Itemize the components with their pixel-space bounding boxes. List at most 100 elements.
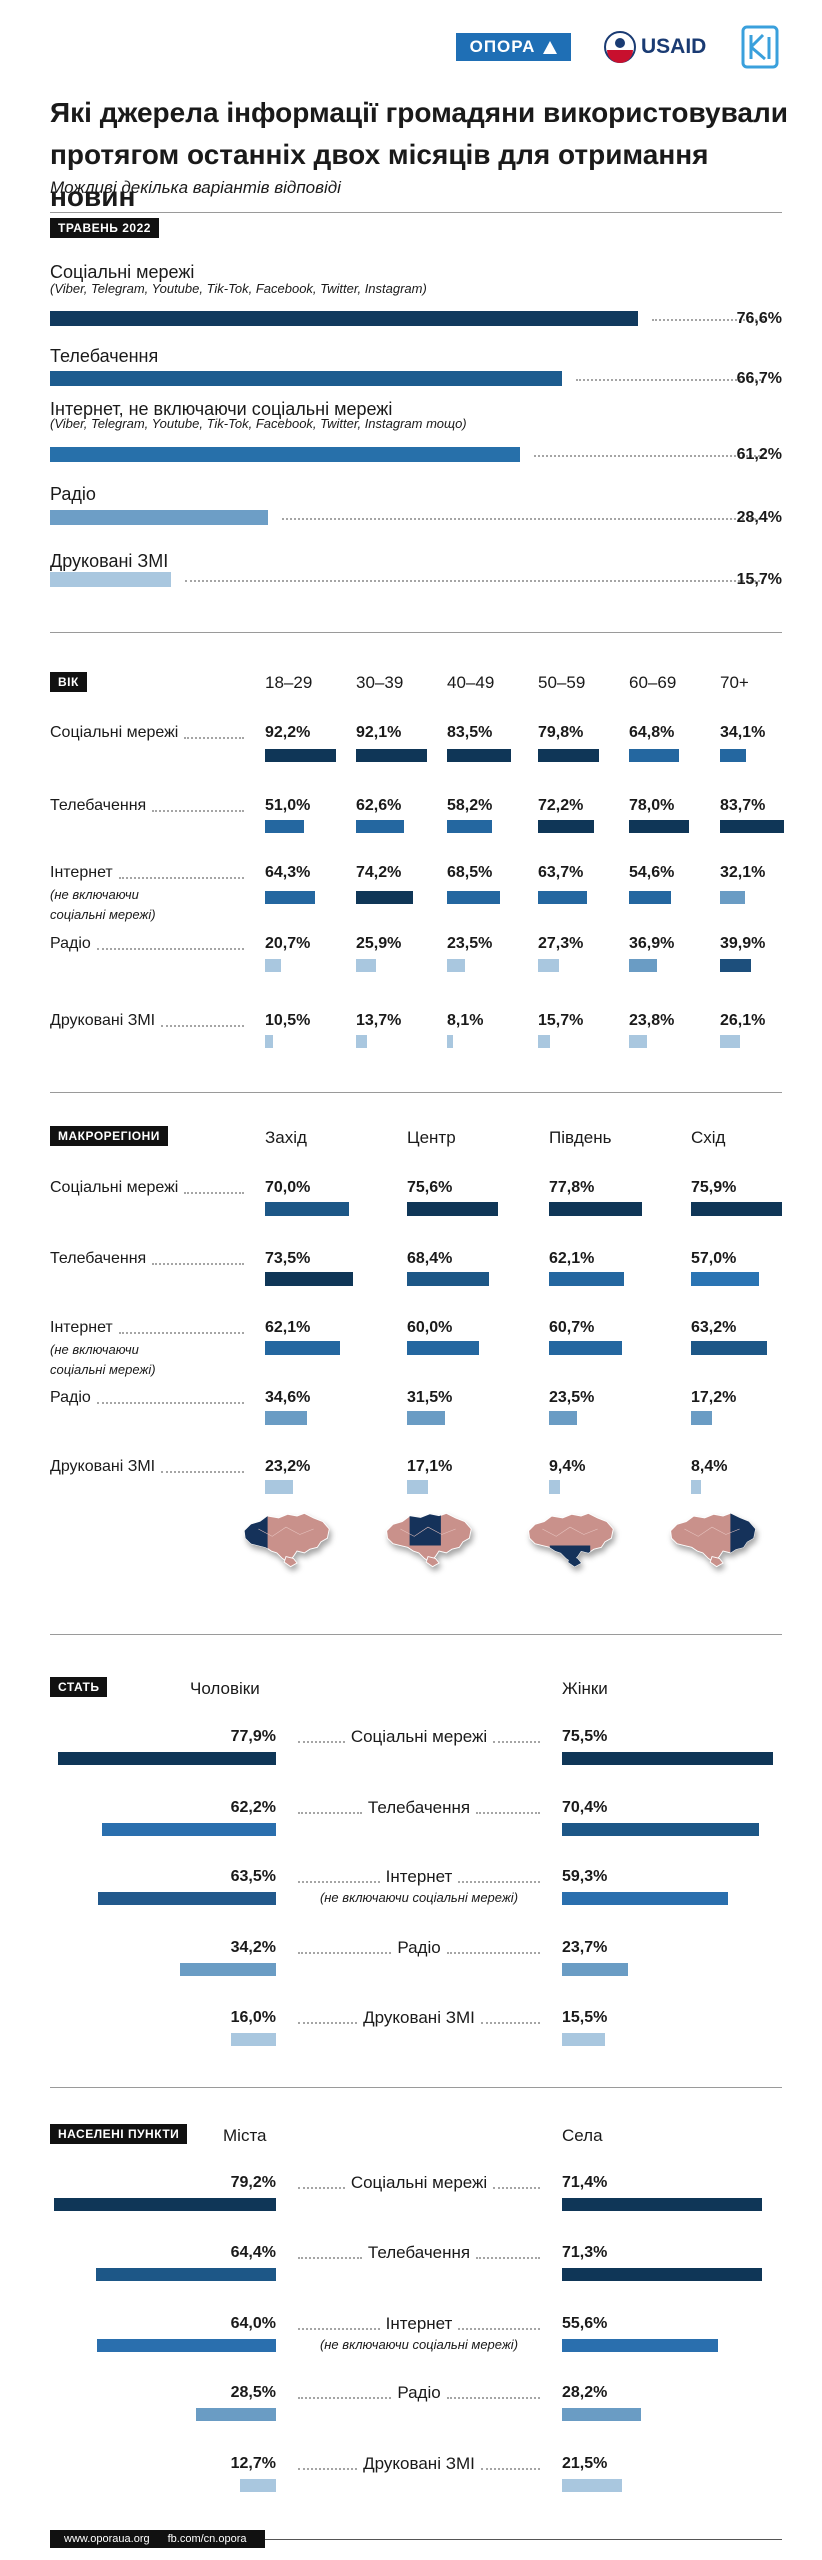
value-label: 21,5%	[562, 2455, 608, 2472]
category-label: Радіо	[397, 1938, 441, 1957]
bar	[691, 1480, 702, 1494]
column-header: Центр	[407, 1128, 456, 1147]
row-label: Інтернет	[50, 1318, 250, 1338]
bar	[549, 1202, 643, 1216]
value-label: 73,5%	[265, 1250, 311, 1267]
divider	[50, 212, 782, 213]
bar	[549, 1341, 622, 1355]
value-label: 28,4%	[736, 509, 782, 526]
bar	[549, 1272, 624, 1286]
column-header: 40–49	[447, 673, 495, 692]
value-label: 31,5%	[407, 1389, 453, 1406]
bar	[265, 1035, 274, 1048]
bar	[720, 959, 751, 972]
bar	[691, 1341, 767, 1355]
column-header: Чоловіки	[190, 1679, 260, 1698]
value-label: 92,2%	[265, 724, 311, 741]
category-label: Радіо	[397, 2383, 441, 2402]
divider	[50, 1092, 782, 1093]
column-header: Міста	[223, 2126, 267, 2145]
footer-box: www.oporaua.org fb.com/cn.opora	[50, 2530, 265, 2548]
row-label: Соціальні мережі	[50, 723, 250, 743]
column-header: Південь	[549, 1128, 612, 1147]
value-label: 28,2%	[562, 2384, 608, 2401]
row-label: Телебачення	[292, 1798, 546, 1818]
value-label: 77,8%	[549, 1179, 595, 1196]
leader-dots	[493, 1741, 540, 1743]
leader-dots	[298, 2257, 362, 2259]
value-label: 83,7%	[720, 797, 766, 814]
footer-line	[265, 2539, 782, 2540]
value-label: 79,2%	[230, 2174, 276, 2191]
value-label: 74,2%	[356, 864, 402, 881]
value-label: 83,5%	[447, 724, 493, 741]
bar	[265, 820, 305, 833]
value-label: 36,9%	[629, 935, 675, 952]
category-label: Телебачення	[367, 1798, 471, 1817]
value-label: 75,5%	[562, 1728, 608, 1745]
column-header: 60–69	[629, 673, 677, 692]
value-label: 39,9%	[720, 935, 766, 952]
category-label: Інтернет	[50, 864, 113, 881]
footer-link: www.oporaua.org	[64, 2533, 150, 2545]
value-label: 92,1%	[356, 724, 402, 741]
value-label: 20,7%	[265, 935, 311, 952]
section-badge: ВІК	[50, 672, 87, 692]
bar	[691, 1411, 712, 1425]
bar	[720, 1035, 741, 1048]
leader-dots	[493, 2187, 540, 2189]
bar	[720, 891, 745, 904]
value-label: 61,2%	[736, 446, 782, 463]
category-note: (не включаючи соціальні мережі)	[319, 2337, 519, 2352]
region-map	[386, 1512, 472, 1568]
value-label: 60,0%	[407, 1319, 453, 1336]
region-map	[670, 1512, 756, 1568]
bar	[447, 891, 500, 904]
value-label: 62,6%	[356, 797, 402, 814]
bar	[196, 2408, 276, 2421]
bar	[356, 820, 405, 833]
logo-icon	[543, 40, 558, 54]
value-label: 17,2%	[691, 1389, 737, 1406]
value-label: 8,1%	[447, 1012, 484, 1029]
bar	[549, 1411, 578, 1425]
category-label: Друковані ЗМІ	[363, 2454, 475, 2473]
value-label: 62,2%	[230, 1799, 276, 1816]
value-label: 27,3%	[538, 935, 584, 952]
bar	[720, 820, 785, 833]
column-header: 50–59	[538, 673, 586, 692]
value-label: 78,0%	[629, 797, 675, 814]
bar	[407, 1480, 428, 1494]
category-note: (не включаючи соціальні мережі)	[319, 1890, 519, 1905]
value-label: 63,7%	[538, 864, 584, 881]
category-label: Радіо	[50, 1389, 91, 1406]
page-title: Які джерела інформації громадяни викорис…	[50, 97, 789, 212]
category-label: Інтернет	[385, 2314, 453, 2333]
leader-dots	[446, 2397, 541, 2399]
row-label: Радіо	[50, 1388, 250, 1408]
row-label: Соціальні мережі	[292, 2173, 546, 2193]
bar	[538, 1035, 551, 1048]
leader-line	[184, 580, 764, 582]
value-label: 8,4%	[691, 1458, 728, 1475]
bar	[57, 1752, 276, 1765]
bar	[538, 891, 588, 904]
column-header: 18–29	[265, 673, 313, 692]
category-label: Інтернет	[50, 1319, 113, 1336]
value-label: 51,0%	[265, 797, 311, 814]
footer-link: fb.com/cn.opora	[167, 2533, 247, 2545]
value-label: 71,3%	[562, 2244, 608, 2261]
bar	[96, 2339, 276, 2352]
row-label: Телебачення	[292, 2243, 546, 2263]
value-label: 66,7%	[736, 370, 782, 387]
section-badge: ТРАВЕНЬ 2022	[50, 218, 159, 238]
row-label: Радіо	[292, 2383, 546, 2403]
row-label: Інтернет	[292, 1867, 546, 1887]
bar	[691, 1202, 783, 1216]
leader-dots	[298, 2397, 392, 2399]
row-label: Телебачення	[50, 1249, 250, 1269]
section-badge: СТАТЬ	[50, 1677, 108, 1697]
value-label: 70,4%	[562, 1799, 608, 1816]
value-label: 23,7%	[562, 1939, 608, 1956]
row-label: Друковані ЗМІ	[50, 1457, 250, 1477]
